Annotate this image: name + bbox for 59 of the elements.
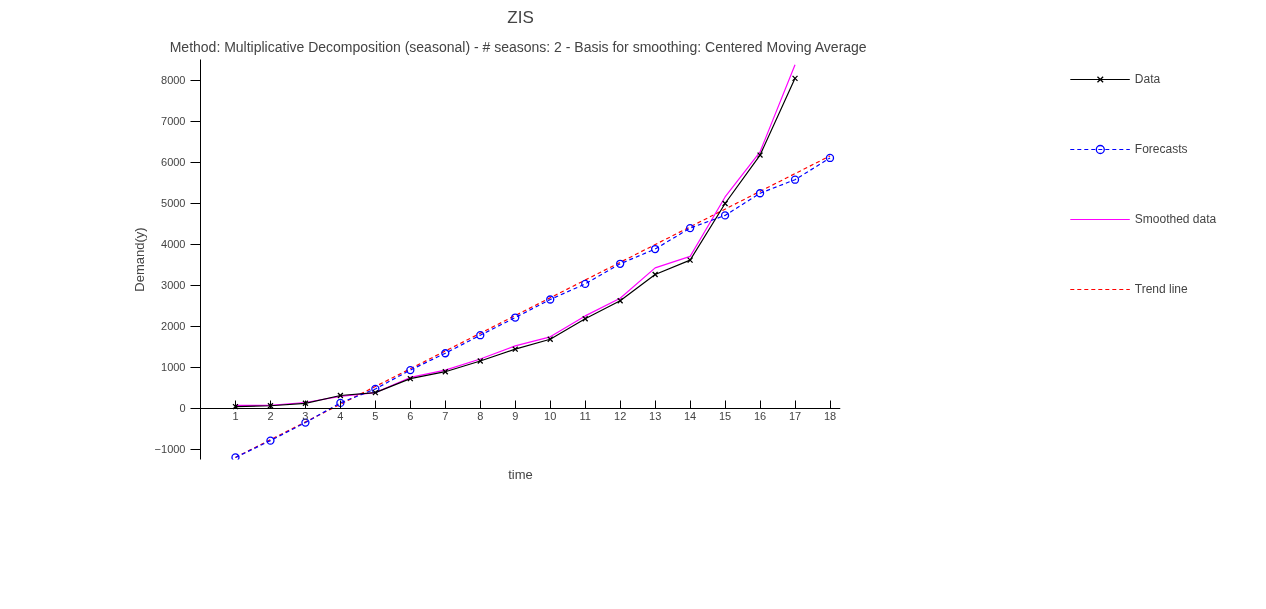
chart-title: ZIS — [507, 7, 534, 27]
legend-label: Data — [1134, 72, 1161, 86]
x-tick-label: 12 — [614, 410, 627, 423]
y-tick-label: −1000 — [154, 443, 186, 456]
x-tick-label: 6 — [407, 410, 414, 423]
y-tick-label: 8000 — [161, 74, 186, 87]
point — [617, 297, 624, 304]
x-tick-label: 17 — [788, 410, 802, 423]
y-tick-label: 2000 — [161, 320, 186, 333]
point — [685, 223, 695, 233]
point — [512, 346, 519, 353]
x-tick-label: 10 — [544, 410, 557, 423]
x-tick-label: 8 — [477, 410, 484, 423]
point — [791, 75, 799, 82]
x-tick-label: 7 — [442, 410, 449, 423]
legend-label: Trend line — [1134, 282, 1188, 296]
point — [337, 392, 344, 399]
x-tick-label: 13 — [649, 410, 662, 423]
point — [616, 259, 625, 268]
x-tick-label: 9 — [512, 410, 519, 423]
legend-label: Forecasts — [1134, 142, 1188, 156]
chart-subtitle: Method: Multiplicative Decomposition (seasonal) - # seasons: 2 - Basis for smoothing: Centered Moving Average — [169, 38, 867, 55]
x-tick-label: 3 — [302, 410, 309, 423]
point — [441, 349, 450, 358]
point — [721, 200, 729, 207]
y-tick-label: 6000 — [161, 156, 186, 169]
point — [790, 175, 800, 184]
point — [581, 279, 590, 289]
x-tick-label: 11 — [579, 410, 591, 423]
point — [476, 331, 485, 340]
x-axis-title: time — [508, 466, 533, 482]
x-tick-label: 5 — [372, 410, 379, 423]
point — [266, 436, 275, 445]
y-tick-label: 5000 — [161, 197, 186, 210]
x-tick-label: 1 — [232, 410, 239, 423]
y-axis-title: Demand(y) — [131, 227, 147, 292]
x-tick-label: 16 — [753, 410, 767, 423]
y-tick-label: 0 — [179, 402, 186, 415]
point — [477, 357, 484, 365]
point — [755, 189, 765, 198]
point — [231, 453, 240, 460]
point — [511, 313, 520, 322]
point — [825, 153, 835, 163]
y-tick-label: 3000 — [161, 279, 186, 292]
legend-label: Smoothed data — [1134, 212, 1217, 226]
point — [336, 398, 345, 408]
point — [406, 365, 415, 375]
x-tick-label: 4 — [337, 410, 344, 423]
x-tick-label: 14 — [684, 410, 697, 423]
y-tick-label: 1000 — [161, 361, 186, 374]
point — [650, 244, 660, 254]
point — [652, 271, 659, 278]
point — [720, 211, 730, 220]
x-tick-label: 15 — [718, 410, 732, 423]
x-tick-label: 18 — [823, 410, 837, 423]
y-tick-label: 7000 — [161, 115, 186, 128]
y-tick-label: 4000 — [161, 238, 186, 251]
x-tick-label: 2 — [267, 410, 274, 423]
point — [546, 295, 555, 304]
